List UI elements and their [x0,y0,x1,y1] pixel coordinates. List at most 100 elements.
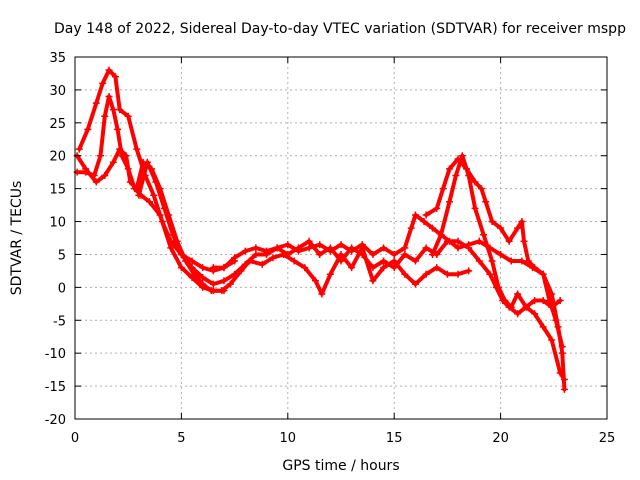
data-point-marker [458,152,466,160]
data-point-marker [380,257,388,265]
data-point-marker [199,264,207,272]
data-point-marker [263,247,271,255]
data-point-marker [401,244,409,252]
data-point-marker [152,178,160,186]
data-point-marker [316,250,324,258]
data-point-marker [177,264,185,272]
data-point-marker [284,241,292,249]
data-point-marker [369,264,377,272]
data-point-marker [284,250,292,258]
data-point-marker [116,145,124,153]
data-point-marker [301,264,309,272]
data-point-marker [422,270,430,278]
data-point-marker [252,244,260,252]
data-point-marker [369,277,377,285]
y-tick-label: 30 [49,84,66,99]
x-tick-label: 0 [71,431,79,446]
data-point-marker [452,171,460,179]
data-point-marker [105,66,113,74]
data-point-marker [546,297,554,305]
data-point-marker [133,145,141,153]
data-point-marker [494,283,502,291]
y-tick-label: -5 [53,314,66,329]
data-point-marker [92,99,100,107]
data-point-marker [316,241,324,249]
y-tick-label: 20 [49,150,66,165]
data-point-marker [465,241,473,249]
data-point-marker [522,303,530,311]
data-point-marker [465,267,473,275]
data-point-marker [446,198,454,206]
data-point-marker [145,198,153,206]
data-point-marker [218,287,226,295]
data-point-marker [505,237,513,245]
data-point-marker [82,165,90,173]
data-point-marker [337,257,345,265]
x-tick-label: 10 [280,431,297,446]
data-point-marker [116,106,124,114]
data-point-marker [548,336,556,344]
data-point-marker [507,303,515,311]
data-point-marker [437,231,445,239]
data-point-marker [167,244,175,252]
x-tick-label: 20 [492,431,509,446]
data-point-marker [143,158,151,166]
data-point-marker [439,185,447,193]
data-point-marker [311,277,319,285]
grid-layer [75,57,607,419]
data-point-marker [390,264,398,272]
series-layer [73,66,568,393]
data-point-marker [231,254,239,262]
data-point-marker [422,211,430,219]
data-point-marker [97,152,105,160]
data-point-marker [226,280,234,288]
data-point-marker [560,376,568,384]
data-point-marker [337,241,345,249]
y-tick-label: 15 [49,183,66,198]
data-point-marker [556,297,564,305]
data-point-marker [501,297,509,305]
data-point-marker [380,264,388,272]
data-point-marker [433,264,441,272]
data-point-marker [160,204,168,212]
data-point-marker [326,247,334,255]
data-point-marker [111,73,119,81]
data-point-marker [531,264,539,272]
data-point-marker [220,264,228,272]
series-track [75,94,226,293]
data-point-marker [241,260,249,268]
data-point-marker [390,250,398,258]
data-point-marker [446,237,454,245]
y-tick-label: 0 [58,281,66,296]
data-point-marker [258,260,266,268]
data-point-marker [558,343,566,351]
data-point-marker [337,250,345,258]
data-point-marker [497,250,505,258]
chart-title: Day 148 of 2022, Sidereal Day-to-day VTE… [54,21,626,37]
data-point-marker [497,224,505,232]
data-point-marker [101,112,109,120]
data-point-marker [92,178,100,186]
data-point-marker [199,273,207,281]
y-tick-label: -15 [45,380,66,395]
data-point-marker [99,79,107,87]
data-point-marker [471,204,479,212]
data-point-marker [488,257,496,265]
data-point-marker [524,257,532,265]
data-point-marker [539,297,547,305]
data-point-marker [552,316,560,324]
data-point-marker [294,247,302,255]
y-tick-label: 25 [49,117,66,132]
data-point-marker [269,254,277,262]
data-point-marker [188,264,196,272]
data-point-marker [486,270,494,278]
data-point-marker [348,264,356,272]
data-point-marker [109,158,117,166]
data-point-marker [454,244,462,252]
data-point-marker [411,257,419,265]
data-point-marker [471,178,479,186]
y-tick-label: -20 [45,413,66,428]
y-axis-title: SDTVAR / TECUs [9,181,25,296]
data-point-marker [199,280,207,288]
data-point-marker [380,244,388,252]
